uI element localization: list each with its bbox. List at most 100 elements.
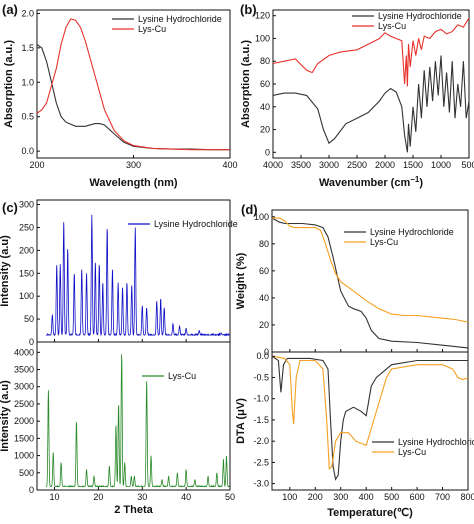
- panel-c-top-ytick-label: 200: [19, 245, 34, 255]
- panel-d-bottom-xtick-label: 800: [460, 492, 474, 502]
- panel-d-bottom-ytick-label: -2.0: [253, 436, 269, 446]
- panel-d-xlabel: Temperature(℃): [327, 507, 413, 519]
- panel-c-top-ytick-label: 150: [19, 268, 34, 278]
- panel-b-xtick-label: 1000: [431, 160, 451, 170]
- panel-b-xtick-label: 3500: [291, 160, 311, 170]
- panel-d-top-ytick-label: 40: [259, 293, 269, 303]
- panel-d-bottom-xtick-label: 200: [308, 492, 323, 502]
- panel-c-bottom-ytick-label: 500: [19, 468, 34, 478]
- panel-d-bottom-series-2: [271, 355, 469, 470]
- panel-c-bottom-ylabel: Intensity (a.u): [0, 380, 11, 452]
- panel-d-top-ytick-label: 100: [254, 212, 269, 222]
- panel-a-series-1: [36, 43, 230, 151]
- panel-c-bottom-ytick-label: 1500: [14, 433, 34, 443]
- panel-b-legend-label: Lys-Cu: [378, 21, 406, 31]
- panel-b-ytick-label: 0: [265, 147, 270, 157]
- panel-c-bottom-ytick-label: 1000: [14, 451, 34, 461]
- panel-c-top-ytick-label: 100: [19, 291, 34, 301]
- panel-c-bottom-xtick-label: 20: [93, 492, 103, 502]
- panel-c-top-ytick-label: 250: [19, 222, 34, 232]
- panel-d-bottom-ylabel: DTA (μV): [235, 398, 247, 444]
- panel-c-top-ylabel: Intensity (a.u): [0, 235, 11, 307]
- panel-a-legend-label: Lys-Cu: [138, 24, 166, 34]
- panel-c-bottom-xtick-label: 40: [181, 492, 191, 502]
- panel-d-bottom-xtick-label: 100: [282, 492, 297, 502]
- panel-c-bottom-ytick-label: 2000: [14, 416, 34, 426]
- panel-b-series-1: [272, 55, 470, 153]
- panel-d-bottom-xtick-label: 400: [359, 492, 374, 502]
- panel-b-xtick-label: 2500: [347, 160, 367, 170]
- panel-c-bottom-ytick-label: 3500: [14, 365, 34, 375]
- panel-a-xtick-label: 300: [126, 160, 141, 170]
- panel-a-xtick-label: 400: [222, 160, 237, 170]
- panel-a-xtick-label: 200: [29, 160, 44, 170]
- panel-c-bottom-xtick-label: 10: [50, 492, 60, 502]
- panel-a-frame: [36, 9, 231, 159]
- panel-c-bottom-xtick-label: 50: [225, 492, 235, 502]
- panel-d-top-series-2: [272, 217, 469, 323]
- panel-d-top-ytick-label: 20: [259, 320, 269, 330]
- panel-a-legend-label: Lysine Hydrochloride: [138, 14, 222, 24]
- panel-c-label: (c): [2, 200, 18, 215]
- panel-d-top-ylabel: Weight (%): [235, 252, 247, 309]
- panel-d-top-ytick-label: 60: [259, 266, 269, 276]
- panel-c-bottom-xtick-label: 30: [137, 492, 147, 502]
- panel-b-legend-label: Lysine Hydrochloride: [378, 11, 462, 21]
- panel-d-top-series-1: [271, 217, 469, 349]
- panel-c-bottom-ytick-label: 0: [29, 485, 34, 495]
- panel-c-top-legend-label: Lysine Hydrochloride: [154, 219, 238, 229]
- panel-d-bottom-ytick-label: -3.0: [253, 479, 269, 489]
- panel-d-bottom-ytick-label: -2.5: [253, 457, 269, 467]
- panel-a-label: (a): [2, 2, 18, 17]
- panel-a-ytick-label: 0.5: [21, 112, 34, 122]
- panel-d-bottom-ytick-label: -0.5: [253, 372, 269, 382]
- panel-b-ylabel: Absorption (a.u.): [240, 40, 252, 128]
- panel-d-top-legend-label: Lysine Hydrochloride: [370, 227, 454, 237]
- panel-b-ytick-label: 120: [255, 11, 270, 21]
- panel-c-bottom-ytick-label: 3000: [14, 382, 34, 392]
- panel-b-xtick-label: 1500: [403, 160, 423, 170]
- panel-b-xtick-label: 500: [461, 160, 474, 170]
- panel-c-top-ytick-label: 50: [24, 314, 34, 324]
- panel-d-top-legend-label: Lys-Cu: [370, 237, 398, 247]
- panel-b-xlabel: Wavenumber (cm−1): [319, 175, 423, 189]
- panel-d-bottom-ytick-label: 0.0: [256, 351, 269, 361]
- panel-a-ytick-label: 1.0: [21, 77, 34, 87]
- panel-d-top-ytick-label: 0: [264, 347, 269, 357]
- panel-b-ytick-label: 100: [255, 33, 270, 43]
- panel-a-ytick-label: 0.0: [21, 146, 34, 156]
- panel-c-top-ytick-label: 300: [19, 200, 34, 210]
- panel-c-bottom-legend-label: Lys-Cu: [168, 371, 196, 381]
- panel-d-bottom-xtick-label: 500: [384, 492, 399, 502]
- panel-d-bottom-xtick-label: 300: [333, 492, 348, 502]
- panel-c-bottom-ytick-label: 2500: [14, 399, 34, 409]
- panel-a-ytick-label: 1.5: [21, 43, 34, 53]
- panel-d-bottom-frame: [271, 351, 469, 491]
- panel-d-bottom-ytick-label: -1.5: [253, 415, 269, 425]
- panel-d-bottom-legend-label: Lysine Hydrochloride: [398, 437, 474, 447]
- panel-a-xlabel: Wavelength (nm): [89, 177, 178, 189]
- panel-c-xlabel: 2 Theta: [114, 504, 153, 516]
- panel-b-xtick-label: 3000: [319, 160, 339, 170]
- panel-b-xtick-label: 2000: [375, 160, 395, 170]
- panel-a-ytick-label: 2.0: [21, 8, 34, 18]
- panel-d-bottom-legend-label: Lys-Cu: [398, 447, 426, 457]
- panel-d-bottom-xtick-label: 600: [410, 492, 425, 502]
- panel-a-ylabel: Absorption (a.u.): [3, 40, 15, 128]
- panel-c-series-2: [45, 354, 230, 488]
- panel-d-label: (d): [241, 202, 258, 217]
- panel-b-xtick-label: 4000: [263, 160, 283, 170]
- panel-d-top-ytick-label: 80: [259, 239, 269, 249]
- panel-b-ytick-label: 40: [260, 102, 270, 112]
- panel-b-series-2: [272, 17, 470, 87]
- panel-d-bottom-series-1: [271, 355, 468, 481]
- panel-d-bottom-ytick-label: -1.0: [253, 394, 269, 404]
- panel-c-bottom-frame: [36, 341, 231, 491]
- panel-b-ytick-label: 20: [260, 125, 270, 135]
- panel-c-top-ytick-label: 0: [29, 337, 34, 347]
- panel-b-ytick-label: 60: [260, 79, 270, 89]
- panel-b-frame: [272, 9, 470, 159]
- panel-a-series-2: [36, 18, 230, 151]
- panel-c-series-1: [45, 214, 230, 337]
